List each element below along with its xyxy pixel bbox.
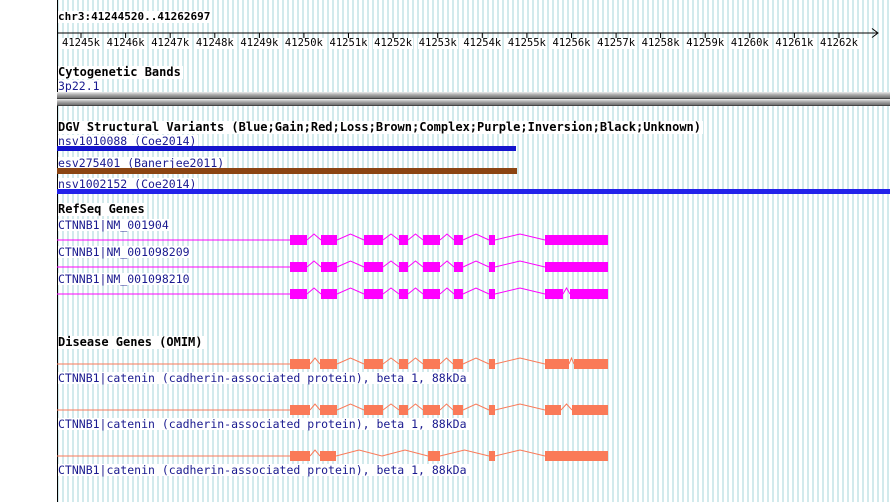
ruler-tick-label: 41252k	[373, 37, 414, 49]
refseq-gene-label[interactable]: CTNNB1|NM_001098209	[58, 245, 192, 259]
ruler-tick-label: 41249k	[239, 37, 280, 49]
refseq-gene-model[interactable]	[0, 259, 890, 275]
dgv-variant-bar[interactable]	[57, 167, 517, 174]
dgv-variant-label[interactable]: nsv1010088 (Coe2014)	[58, 134, 199, 148]
omim-gene-label[interactable]: CTNNB1|catenin (cadherin-associated prot…	[58, 463, 469, 477]
omim-gene-model[interactable]	[0, 356, 890, 372]
ruler-tick-labels: 41245k 41246k 41247k 41248k 41249k 41250k 4125…	[0, 38, 890, 50]
ruler-tick-label: 41256k	[551, 37, 592, 49]
refseq-gene-label[interactable]: CTNNB1|NM_001904	[58, 218, 171, 232]
ruler-tick-label: 41257k	[596, 37, 637, 49]
ruler-tick-label: 41262k	[819, 37, 859, 49]
section-title-dgv: DGV Structural Variants (Blue;Gain;Red;L…	[58, 120, 703, 134]
ruler-tick-label: 41250k	[283, 37, 324, 49]
refseq-gene-label[interactable]: CTNNB1|NM_001098210	[58, 272, 192, 286]
ruler-tick-label: 41260k	[729, 37, 770, 49]
section-title-cytobands: Cytogenetic Bands	[58, 65, 183, 79]
refseq-gene-model[interactable]	[0, 232, 890, 248]
ruler-tick-label: 41251k	[328, 37, 369, 49]
ruler-tick-label: 41255k	[506, 37, 547, 49]
omim-gene-model[interactable]	[0, 448, 890, 464]
dgv-variant-bar[interactable]	[57, 146, 516, 151]
ruler-tick-label: 41254k	[462, 37, 503, 49]
cytoband-strip	[57, 92, 890, 99]
ruler-tick-label: 41253k	[417, 37, 458, 49]
cytoband-label: 3p22.1	[58, 79, 102, 93]
ruler-tick-label: 41248k	[194, 37, 235, 49]
left-axis-line	[57, 0, 58, 502]
ruler-tick-label: 41245k	[61, 37, 101, 49]
coordinate-ruler	[57, 28, 879, 38]
omim-gene-label[interactable]: CTNNB1|catenin (cadherin-associated prot…	[58, 417, 469, 431]
ruler-tick-label: 41246k	[105, 37, 146, 49]
ruler-tick-label: 41258k	[640, 37, 681, 49]
cytoband-strip	[57, 99, 890, 106]
ruler-tick-label: 41261k	[774, 37, 815, 49]
dgv-variant-label[interactable]: nsv1002152 (Coe2014)	[58, 177, 199, 191]
refseq-gene-model[interactable]	[0, 286, 890, 302]
omim-gene-label[interactable]: CTNNB1|catenin (cadherin-associated prot…	[58, 371, 469, 385]
dgv-variant-bar[interactable]	[57, 189, 890, 194]
omim-gene-model[interactable]	[0, 402, 890, 418]
ruler-tick-label: 41259k	[685, 37, 726, 49]
dgv-variant-label[interactable]: esv275401 (Banerjee2011)	[58, 155, 227, 170]
ruler-tick-label: 41247k	[150, 37, 191, 49]
section-title-omim: Disease Genes (OMIM)	[58, 335, 205, 349]
region-title: chr3:41244520..41262697	[58, 10, 211, 23]
section-title-refseq: RefSeq Genes	[58, 202, 147, 216]
